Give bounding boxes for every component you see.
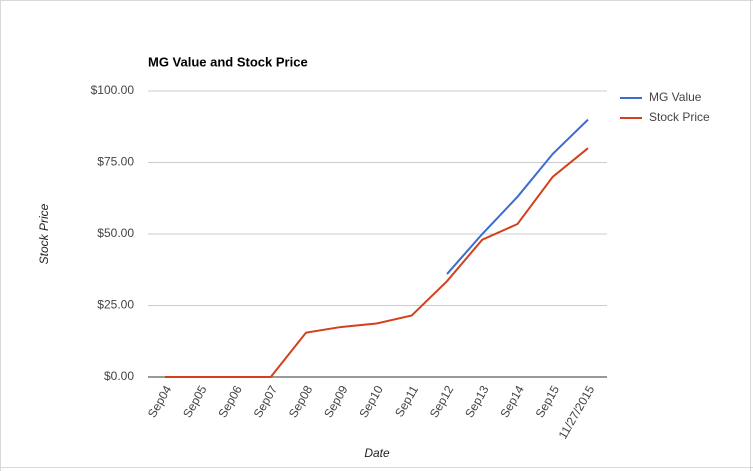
y-tick-label: $0.00 bbox=[104, 369, 134, 383]
x-tick-label: Sep07 bbox=[251, 383, 281, 420]
x-axis-title: Date bbox=[364, 446, 390, 460]
x-tick-label: Sep04 bbox=[145, 383, 175, 420]
y-axis-title: Stock Price bbox=[37, 203, 51, 264]
x-tick-label: Sep11 bbox=[392, 383, 421, 420]
y-tick-label: $75.00 bbox=[97, 155, 134, 169]
x-tick-label: Sep14 bbox=[497, 383, 527, 420]
x-tick-label: Sep12 bbox=[427, 383, 457, 420]
y-tick-label: $100.00 bbox=[91, 83, 135, 97]
x-tick-label: Sep06 bbox=[215, 383, 245, 420]
y-tick-label: $25.00 bbox=[97, 298, 134, 312]
y-tick-label: $50.00 bbox=[97, 226, 134, 240]
x-tick-label: 11/27/2015 bbox=[556, 383, 598, 442]
chart-title: MG Value and Stock Price bbox=[148, 54, 308, 69]
x-tick-label: Sep05 bbox=[180, 383, 210, 420]
legend-label: MG Value bbox=[649, 90, 702, 104]
x-tick-label: Sep10 bbox=[356, 383, 386, 420]
x-tick-label: Sep13 bbox=[462, 383, 492, 420]
series-line bbox=[165, 147, 589, 378]
x-tick-label: Sep09 bbox=[321, 383, 351, 420]
x-tick-label: Sep15 bbox=[533, 383, 563, 420]
legend-label: Stock Price bbox=[649, 110, 710, 124]
x-tick-label: Sep08 bbox=[286, 383, 316, 420]
series-line bbox=[446, 118, 589, 275]
